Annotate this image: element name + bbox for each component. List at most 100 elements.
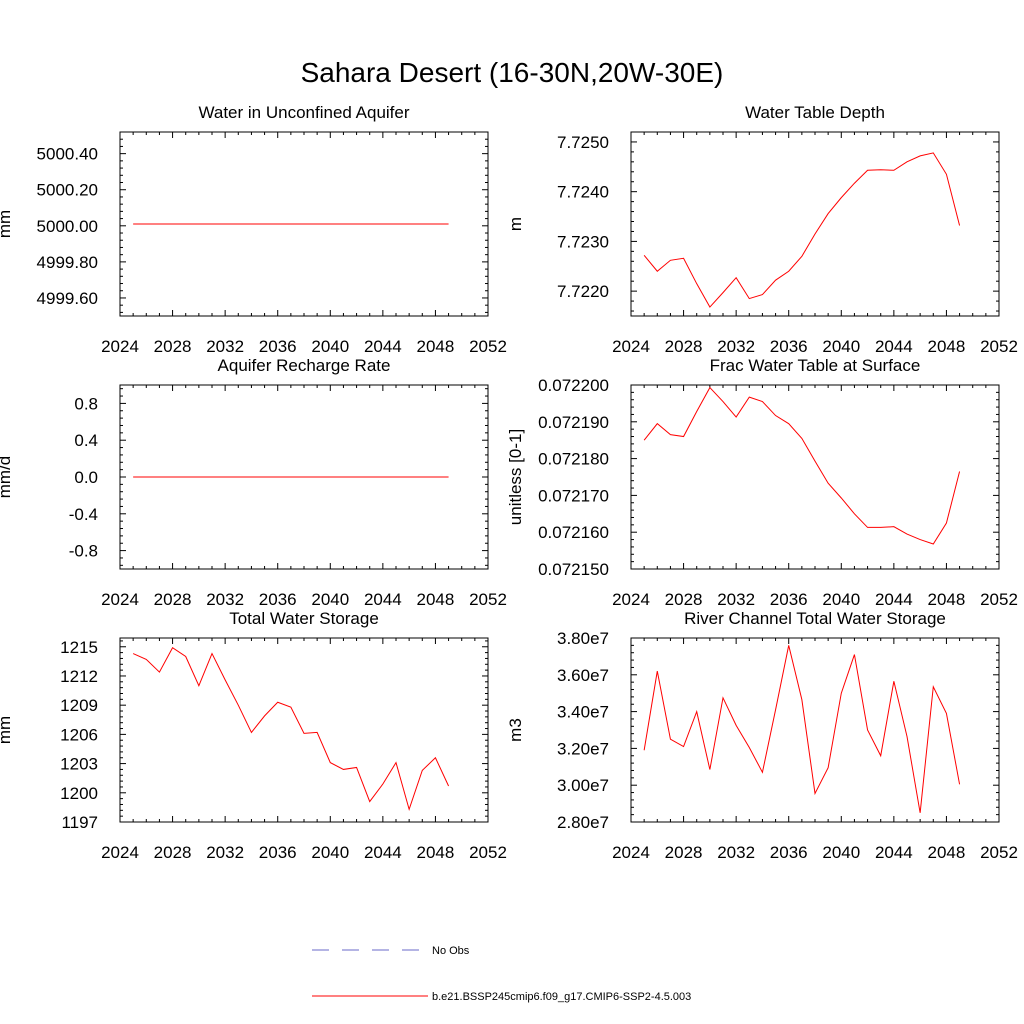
x-tick-label: 2032 xyxy=(717,843,755,862)
legend-model-label: b.e21.BSSP245cmip6.f09_g17.CMIP6-SSP2-4.… xyxy=(432,991,691,1003)
x-tick-label: 2028 xyxy=(665,843,703,862)
x-tick-label: 2036 xyxy=(770,590,808,609)
y-tick-label: 0.4 xyxy=(74,431,98,450)
y-tick-label: 3.20e7 xyxy=(557,739,609,758)
y-tick-label: 3.00e7 xyxy=(557,776,609,795)
y-axis-label: m xyxy=(506,217,525,231)
panel-title: Water in Unconfined Aquifer xyxy=(198,103,409,122)
x-tick-label: 2044 xyxy=(875,843,913,862)
y-axis-label: mm xyxy=(0,210,14,238)
x-tick-label: 2040 xyxy=(311,337,349,356)
y-tick-label: 1203 xyxy=(60,755,98,774)
x-tick-label: 2040 xyxy=(311,843,349,862)
x-tick-label: 2024 xyxy=(101,590,139,609)
y-tick-label: 5000.00 xyxy=(37,217,98,236)
x-tick-label: 2040 xyxy=(822,843,860,862)
x-tick-label: 2028 xyxy=(154,843,192,862)
x-tick-label: 2036 xyxy=(770,843,808,862)
y-tick-label: 7.7240 xyxy=(557,183,609,202)
x-tick-label: 2024 xyxy=(101,337,139,356)
y-tick-label: 0.072190 xyxy=(538,413,609,432)
y-axis-label: unitless [0-1] xyxy=(506,429,525,525)
x-tick-label: 2024 xyxy=(612,337,650,356)
y-tick-label: 0.072180 xyxy=(538,450,609,469)
x-tick-label: 2044 xyxy=(364,337,402,356)
x-tick-label: 2028 xyxy=(665,337,703,356)
chart-panel: Water in Unconfined Aquifer mm 2024 2028 203… xyxy=(0,103,507,356)
x-tick-label: 2052 xyxy=(469,590,507,609)
x-tick-label: 2052 xyxy=(980,337,1018,356)
panel-title: Frac Water Table at Surface xyxy=(710,356,921,375)
x-tick-label: 2048 xyxy=(417,843,455,862)
x-tick-label: 2048 xyxy=(928,337,966,356)
x-tick-label: 2028 xyxy=(665,590,703,609)
legend: No Obs b.e21.BSSP245cmip6.f09_g17.CMIP6-… xyxy=(312,945,691,1003)
x-tick-label: 2048 xyxy=(928,590,966,609)
y-tick-label: 0.072150 xyxy=(538,560,609,579)
chart-panel: Frac Water Table at Surface unitless [0-1… xyxy=(506,356,1018,609)
x-tick-label: 2032 xyxy=(717,337,755,356)
y-tick-label: -0.8 xyxy=(69,542,98,561)
plot-frame xyxy=(119,637,489,823)
x-tick-label: 2024 xyxy=(612,590,650,609)
x-tick-label: 2032 xyxy=(206,590,244,609)
x-tick-label: 2036 xyxy=(770,337,808,356)
x-tick-label: 2040 xyxy=(311,590,349,609)
x-tick-label: 2040 xyxy=(822,337,860,356)
y-axis-label: mm/d xyxy=(0,456,14,499)
panel-title: Aquifer Recharge Rate xyxy=(218,356,391,375)
y-tick-label: 0.8 xyxy=(74,394,98,413)
x-tick-label: 2052 xyxy=(469,843,507,862)
legend-obs-label: No Obs xyxy=(432,945,470,957)
x-tick-label: 2028 xyxy=(154,337,192,356)
x-tick-label: 2048 xyxy=(417,337,455,356)
x-tick-label: 2028 xyxy=(154,590,192,609)
x-tick-label: 2036 xyxy=(259,590,297,609)
series-line xyxy=(643,152,961,308)
x-tick-label: 2052 xyxy=(980,843,1018,862)
x-tick-label: 2052 xyxy=(980,590,1018,609)
y-tick-label: 2.80e7 xyxy=(557,813,609,832)
chart-panel: Water Table Depth m 2024 2028 2032 2036 2040 20… xyxy=(506,103,1018,356)
x-tick-label: 2048 xyxy=(417,590,455,609)
y-tick-label: 5000.20 xyxy=(37,181,98,200)
y-axis-label: mm xyxy=(0,716,14,744)
chart-panel: Total Water Storage mm 2024 2028 2032 2036 204… xyxy=(0,609,507,862)
panel-title: Total Water Storage xyxy=(229,609,379,628)
y-tick-label: 3.40e7 xyxy=(557,703,609,722)
y-tick-label: 1212 xyxy=(60,667,98,686)
y-tick-label: 3.60e7 xyxy=(557,666,609,685)
x-tick-label: 2032 xyxy=(206,843,244,862)
panel-title: Water Table Depth xyxy=(745,103,885,122)
y-tick-label: 1209 xyxy=(60,696,98,715)
y-tick-label: 1197 xyxy=(61,813,98,832)
panels: Water in Unconfined Aquifer mm 2024 2028 203… xyxy=(0,103,1018,862)
y-tick-label: 1215 xyxy=(60,638,98,657)
x-tick-label: 2048 xyxy=(928,843,966,862)
y-tick-label: 3.80e7 xyxy=(557,629,609,648)
x-tick-label: 2044 xyxy=(364,590,402,609)
y-tick-label: 7.7220 xyxy=(557,282,609,301)
chart-panel: Aquifer Recharge Rate mm/d 2024 2028 2032 203… xyxy=(0,356,507,609)
x-tick-label: 2044 xyxy=(875,590,913,609)
y-tick-label: 7.7230 xyxy=(557,232,609,251)
y-tick-label: -0.4 xyxy=(69,505,98,524)
panel-title: River Channel Total Water Storage xyxy=(684,609,946,628)
x-tick-label: 2024 xyxy=(101,843,139,862)
x-tick-label: 2044 xyxy=(364,843,402,862)
x-tick-label: 2024 xyxy=(612,843,650,862)
x-tick-label: 2052 xyxy=(469,337,507,356)
series-line xyxy=(643,386,961,545)
series-line xyxy=(643,645,961,813)
x-tick-label: 2036 xyxy=(259,843,297,862)
plot-frame xyxy=(630,384,1000,570)
plot-frame xyxy=(630,131,1000,317)
y-tick-label: 4999.60 xyxy=(37,289,98,308)
y-tick-label: 4999.80 xyxy=(37,253,98,272)
y-tick-label: 7.7250 xyxy=(557,133,609,152)
y-tick-label: 1200 xyxy=(60,784,98,803)
figure-title: Sahara Desert (16-30N,20W-30E) xyxy=(301,57,724,88)
x-tick-label: 2036 xyxy=(259,337,297,356)
y-tick-label: 0.072170 xyxy=(538,486,609,505)
